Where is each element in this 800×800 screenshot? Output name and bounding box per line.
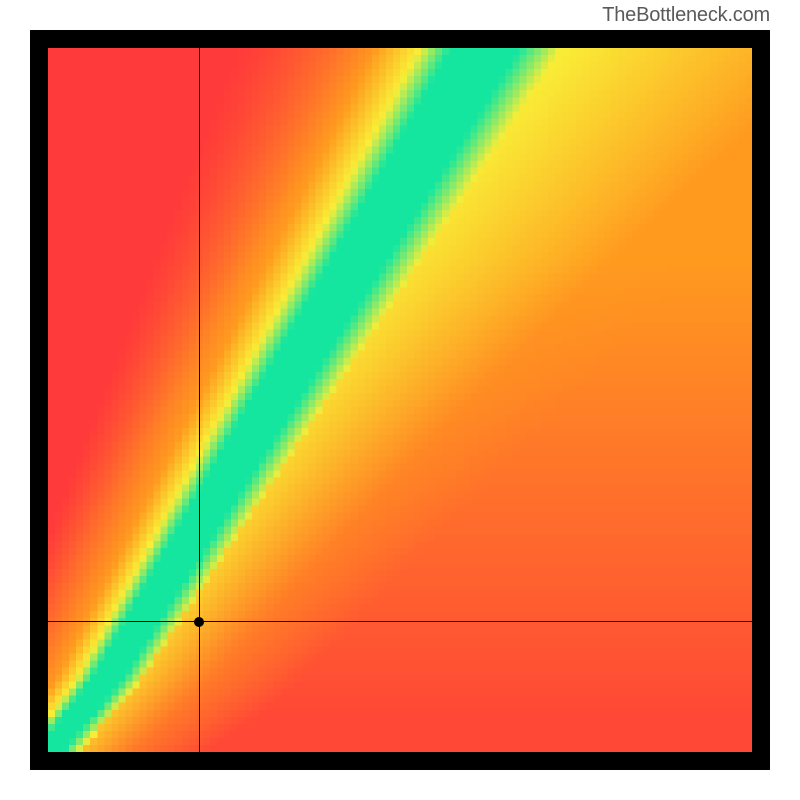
data-point-marker xyxy=(194,617,204,627)
crosshair-vertical xyxy=(199,48,200,752)
attribution-text: TheBottleneck.com xyxy=(602,4,770,27)
crosshair-horizontal xyxy=(48,621,752,622)
bottleneck-heatmap xyxy=(48,48,752,752)
chart-frame xyxy=(30,30,770,770)
plot-area xyxy=(48,48,752,752)
